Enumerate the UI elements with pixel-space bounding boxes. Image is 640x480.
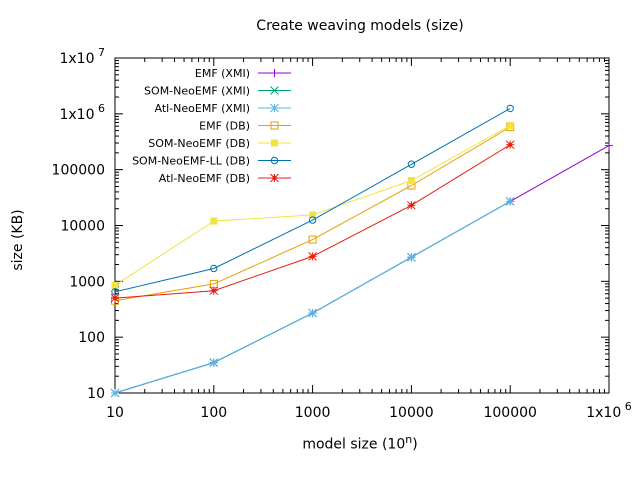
y-tick-label: 100000 <box>52 163 105 179</box>
x-axis-label-close: ) <box>412 436 418 453</box>
y-tick-label: 100 <box>78 330 105 346</box>
data-point <box>270 86 279 95</box>
data-point <box>110 293 120 303</box>
series-line-4 <box>114 126 511 302</box>
data-point <box>308 235 317 244</box>
data-point <box>308 308 317 318</box>
data-point <box>270 69 279 77</box>
x-tick-label: 10000 <box>389 405 434 421</box>
data-point <box>506 104 514 113</box>
series-line-2 <box>114 200 511 394</box>
data-point <box>506 121 514 129</box>
legend-label: EMF (XMI) <box>195 67 250 80</box>
legend-label: EMF (DB) <box>199 120 250 133</box>
y-tick-label: 1000 <box>69 274 105 290</box>
data-point <box>605 141 613 150</box>
data-point <box>270 121 279 130</box>
x-tick-label: 1x10 6 <box>586 400 632 421</box>
data-point <box>407 252 416 262</box>
data-point <box>210 264 218 273</box>
data-point <box>407 160 416 168</box>
legend-label: SOM-NeoEMF (XMI) <box>144 85 250 98</box>
legend-label: Atl-NeoEMF (DB) <box>159 172 250 185</box>
data-point <box>270 156 279 165</box>
y-tick-label: 10000 <box>60 219 105 235</box>
legend-label: SOM-NeoEMF-LL (DB) <box>132 155 250 168</box>
chart-title: Create weaving models (size) <box>256 18 464 34</box>
data-point <box>270 173 279 183</box>
y-tick-label: 1x10 7 <box>59 46 105 67</box>
data-point <box>407 176 415 184</box>
x-tick-label: 10 <box>106 405 124 421</box>
data-point <box>209 286 219 296</box>
data-point <box>270 103 279 113</box>
series-line-6 <box>114 107 511 293</box>
data-point <box>407 200 416 210</box>
y-tick-label: 10 <box>87 386 105 402</box>
data-point <box>309 211 317 219</box>
x-tick-label: 100 <box>200 405 227 421</box>
x-tick-label: 100000 <box>483 405 536 421</box>
data-point <box>505 140 515 150</box>
data-point <box>110 388 120 398</box>
data-point <box>308 216 317 224</box>
x-axis-label-sup: n <box>405 433 413 446</box>
x-axis-label: model size (10n) <box>110 433 610 453</box>
legend-label: SOM-NeoEMF (DB) <box>148 137 250 150</box>
data-point <box>308 252 317 261</box>
data-point <box>271 139 278 147</box>
x-axis-label-text: model size (10 <box>302 436 406 453</box>
data-point <box>209 358 219 367</box>
series-line-7 <box>114 144 511 299</box>
data-point <box>210 217 218 225</box>
y-tick-label: 1x10 6 <box>59 102 105 123</box>
y-axis-label: size (KB) <box>10 209 26 271</box>
legend-label: Atl-NeoEMF (XMI) <box>154 102 250 115</box>
data-point <box>111 281 119 289</box>
x-tick-label: 1000 <box>295 405 331 421</box>
data-point <box>505 197 515 206</box>
series-line-3 <box>114 200 511 394</box>
